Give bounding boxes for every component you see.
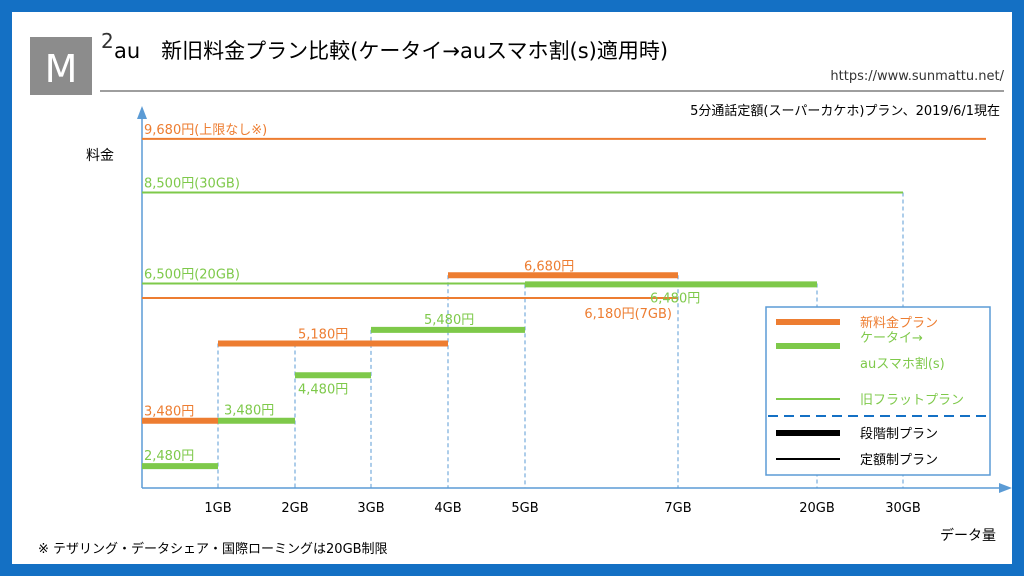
legend-label: 新料金プラン [860,315,938,331]
x-tick-label: 4GB [434,501,461,516]
legend-label: ケータイ→ [860,331,923,346]
smartwari-step-label: 3,480円 [224,404,274,419]
x-tick-label: 5GB [511,501,538,516]
legend-label-line2: auスマホ割(s) [860,356,945,372]
y-axis-arrow [137,106,147,119]
smartwari-step-label: 4,480円 [298,382,348,397]
x-tick-label: 7GB [664,501,691,516]
smartwari-step-label: 2,480円 [144,449,194,464]
smartwari-step-label: 6,480円 [650,291,700,306]
flat-plan-label: 9,680円(上限なし※) [144,123,267,138]
footnote: ※ テザリング・データシェア・国際ローミングは20GB制限 [38,541,388,557]
x-axis-arrow [999,483,1012,493]
flat-plan-label: 6,180円(7GB) [584,307,672,322]
x-tick-label: 20GB [799,501,835,516]
chart-subtitle: 5分通話定額(スーパーカケホ)プラン、2019/6/1現在 [690,103,1000,119]
new-plan-step-label: 5,180円 [298,327,348,342]
flat-plan-label: 6,500円(20GB) [144,267,240,282]
y-axis-label: 料金 [86,148,114,164]
x-tick-label: 2GB [281,501,308,516]
site-url: https://www.sunmattu.net/ [830,69,1004,84]
x-tick-label: 30GB [885,501,921,516]
x-tick-label: 1GB [204,501,231,516]
new-plan-step-label: 6,680円 [524,259,574,274]
legend-box [765,306,991,476]
x-axis-label: データ量 [940,527,996,544]
x-tick-label: 3GB [357,501,384,516]
new-plan-step-label: 3,480円 [144,405,194,420]
legend-label: 定額制プラン [860,453,938,468]
logo-box [30,37,92,95]
logo-letter: M [45,47,78,91]
flat-plan-label: 8,500円(30GB) [144,177,240,192]
page-title: au 新旧料金プラン比較(ケータイ→auスマホ割(s)適用時) [114,39,668,63]
legend-label: 旧フラットプラン [860,393,964,408]
smartwari-step-label: 5,480円 [424,313,474,328]
legend-label: 段階制プラン [860,427,938,442]
logo-superscript: 2 [101,29,114,53]
